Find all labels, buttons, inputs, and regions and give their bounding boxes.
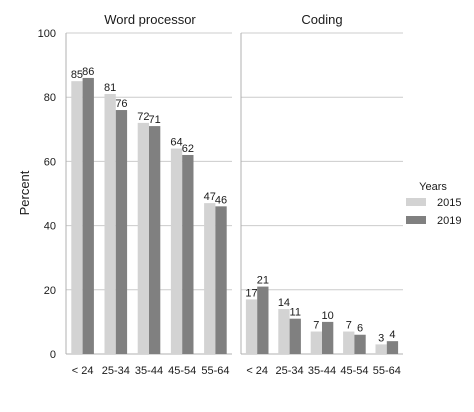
y-tick-label: 60 xyxy=(44,156,56,168)
bar-coding-45-54-2015 xyxy=(343,331,355,354)
x-tick-labels-word-processor: < 24 25-34 35-44 45-54 55-64 xyxy=(72,365,230,377)
bar-word-processor-35-44-2019 xyxy=(149,126,161,354)
bar-word-processor-24-2019 xyxy=(82,77,94,354)
data-label: 76 xyxy=(115,98,127,110)
legend-label-2019: 2019 xyxy=(437,215,461,227)
panel-word-processor: Word processor 0 20 40 60 80 100 85 86 81 76 72 71… xyxy=(38,12,232,377)
legend: Years 2015 2019 xyxy=(406,181,461,227)
x-tick-label: < 24 xyxy=(72,365,94,377)
x-tick-labels-coding: < 24 25-34 35-44 45-54 55-64 xyxy=(246,365,401,377)
data-label: 64 xyxy=(170,137,182,149)
y-tick-label: 0 xyxy=(50,349,56,361)
bar-word-processor-24-2015 xyxy=(71,81,83,355)
data-label: 72 xyxy=(137,111,149,123)
x-tick-label: 55-64 xyxy=(201,365,229,377)
panel-title-coding: Coding xyxy=(301,12,342,27)
y-tick-labels: 0 20 40 60 80 100 xyxy=(38,28,56,361)
bar-coding-35-44-2015 xyxy=(310,331,322,354)
y-tick-label: 80 xyxy=(44,92,56,104)
y-axis-label: Percent xyxy=(17,170,32,215)
data-label: 7 xyxy=(346,320,352,332)
bar-coding-25-34-2015 xyxy=(278,309,290,354)
bar-word-processor-55-64-2015 xyxy=(204,203,216,354)
x-tick-label: 25-34 xyxy=(102,365,130,377)
bar-coding-24-2019 xyxy=(257,286,269,354)
legend-swatch-2015 xyxy=(406,198,426,206)
data-label: 10 xyxy=(322,310,334,322)
bar-word-processor-45-54-2015 xyxy=(170,148,183,354)
data-label: 11 xyxy=(290,307,301,319)
bars-coding xyxy=(245,286,399,354)
data-label: 14 xyxy=(278,297,290,309)
data-label: 7 xyxy=(313,320,319,332)
data-label: 85 xyxy=(71,69,83,81)
data-label: 71 xyxy=(149,114,161,126)
x-tick-label: 45-54 xyxy=(168,365,196,377)
legend-title: Years xyxy=(419,181,447,193)
x-tick-label: 35-44 xyxy=(308,365,336,377)
legend-swatch-2019 xyxy=(406,216,426,224)
x-tick-label: 25-34 xyxy=(276,365,304,377)
bar-word-processor-25-34-2019 xyxy=(115,110,128,354)
y-tick-label: 40 xyxy=(44,221,56,233)
x-tick-label: 45-54 xyxy=(340,365,368,377)
x-tick-label: 35-44 xyxy=(135,365,163,377)
data-label: 4 xyxy=(389,329,395,341)
bar-coding-55-64-2019 xyxy=(386,341,399,354)
data-label: 21 xyxy=(257,275,269,287)
bar-coding-24-2015 xyxy=(245,299,258,354)
bar-word-processor-35-44-2015 xyxy=(137,122,149,354)
data-label: 46 xyxy=(215,194,227,206)
data-label: 3 xyxy=(378,332,384,344)
data-label: 17 xyxy=(245,287,257,299)
bar-word-processor-45-54-2019 xyxy=(182,154,194,354)
x-tick-label: 55-64 xyxy=(373,365,401,377)
panel-title-word-processor: Word processor xyxy=(104,12,196,27)
bar-coding-25-34-2019 xyxy=(289,318,301,354)
bar-coding-45-54-2019 xyxy=(354,334,366,354)
data-label: 81 xyxy=(104,82,116,94)
data-label: 6 xyxy=(357,323,363,335)
y-tick-label: 100 xyxy=(38,28,56,40)
bar-coding-55-64-2015 xyxy=(375,344,387,354)
x-tick-label: < 24 xyxy=(246,365,268,377)
bar-word-processor-25-34-2015 xyxy=(104,93,116,355)
data-label: 86 xyxy=(82,66,94,78)
legend-label-2015: 2015 xyxy=(437,197,461,209)
y-tick-label: 20 xyxy=(44,285,56,297)
data-label: 62 xyxy=(182,143,194,155)
bars-word-processor xyxy=(71,77,227,355)
bar-coding-35-44-2019 xyxy=(322,321,334,354)
data-label: 47 xyxy=(204,191,216,203)
bar-word-processor-55-64-2019 xyxy=(215,206,227,354)
